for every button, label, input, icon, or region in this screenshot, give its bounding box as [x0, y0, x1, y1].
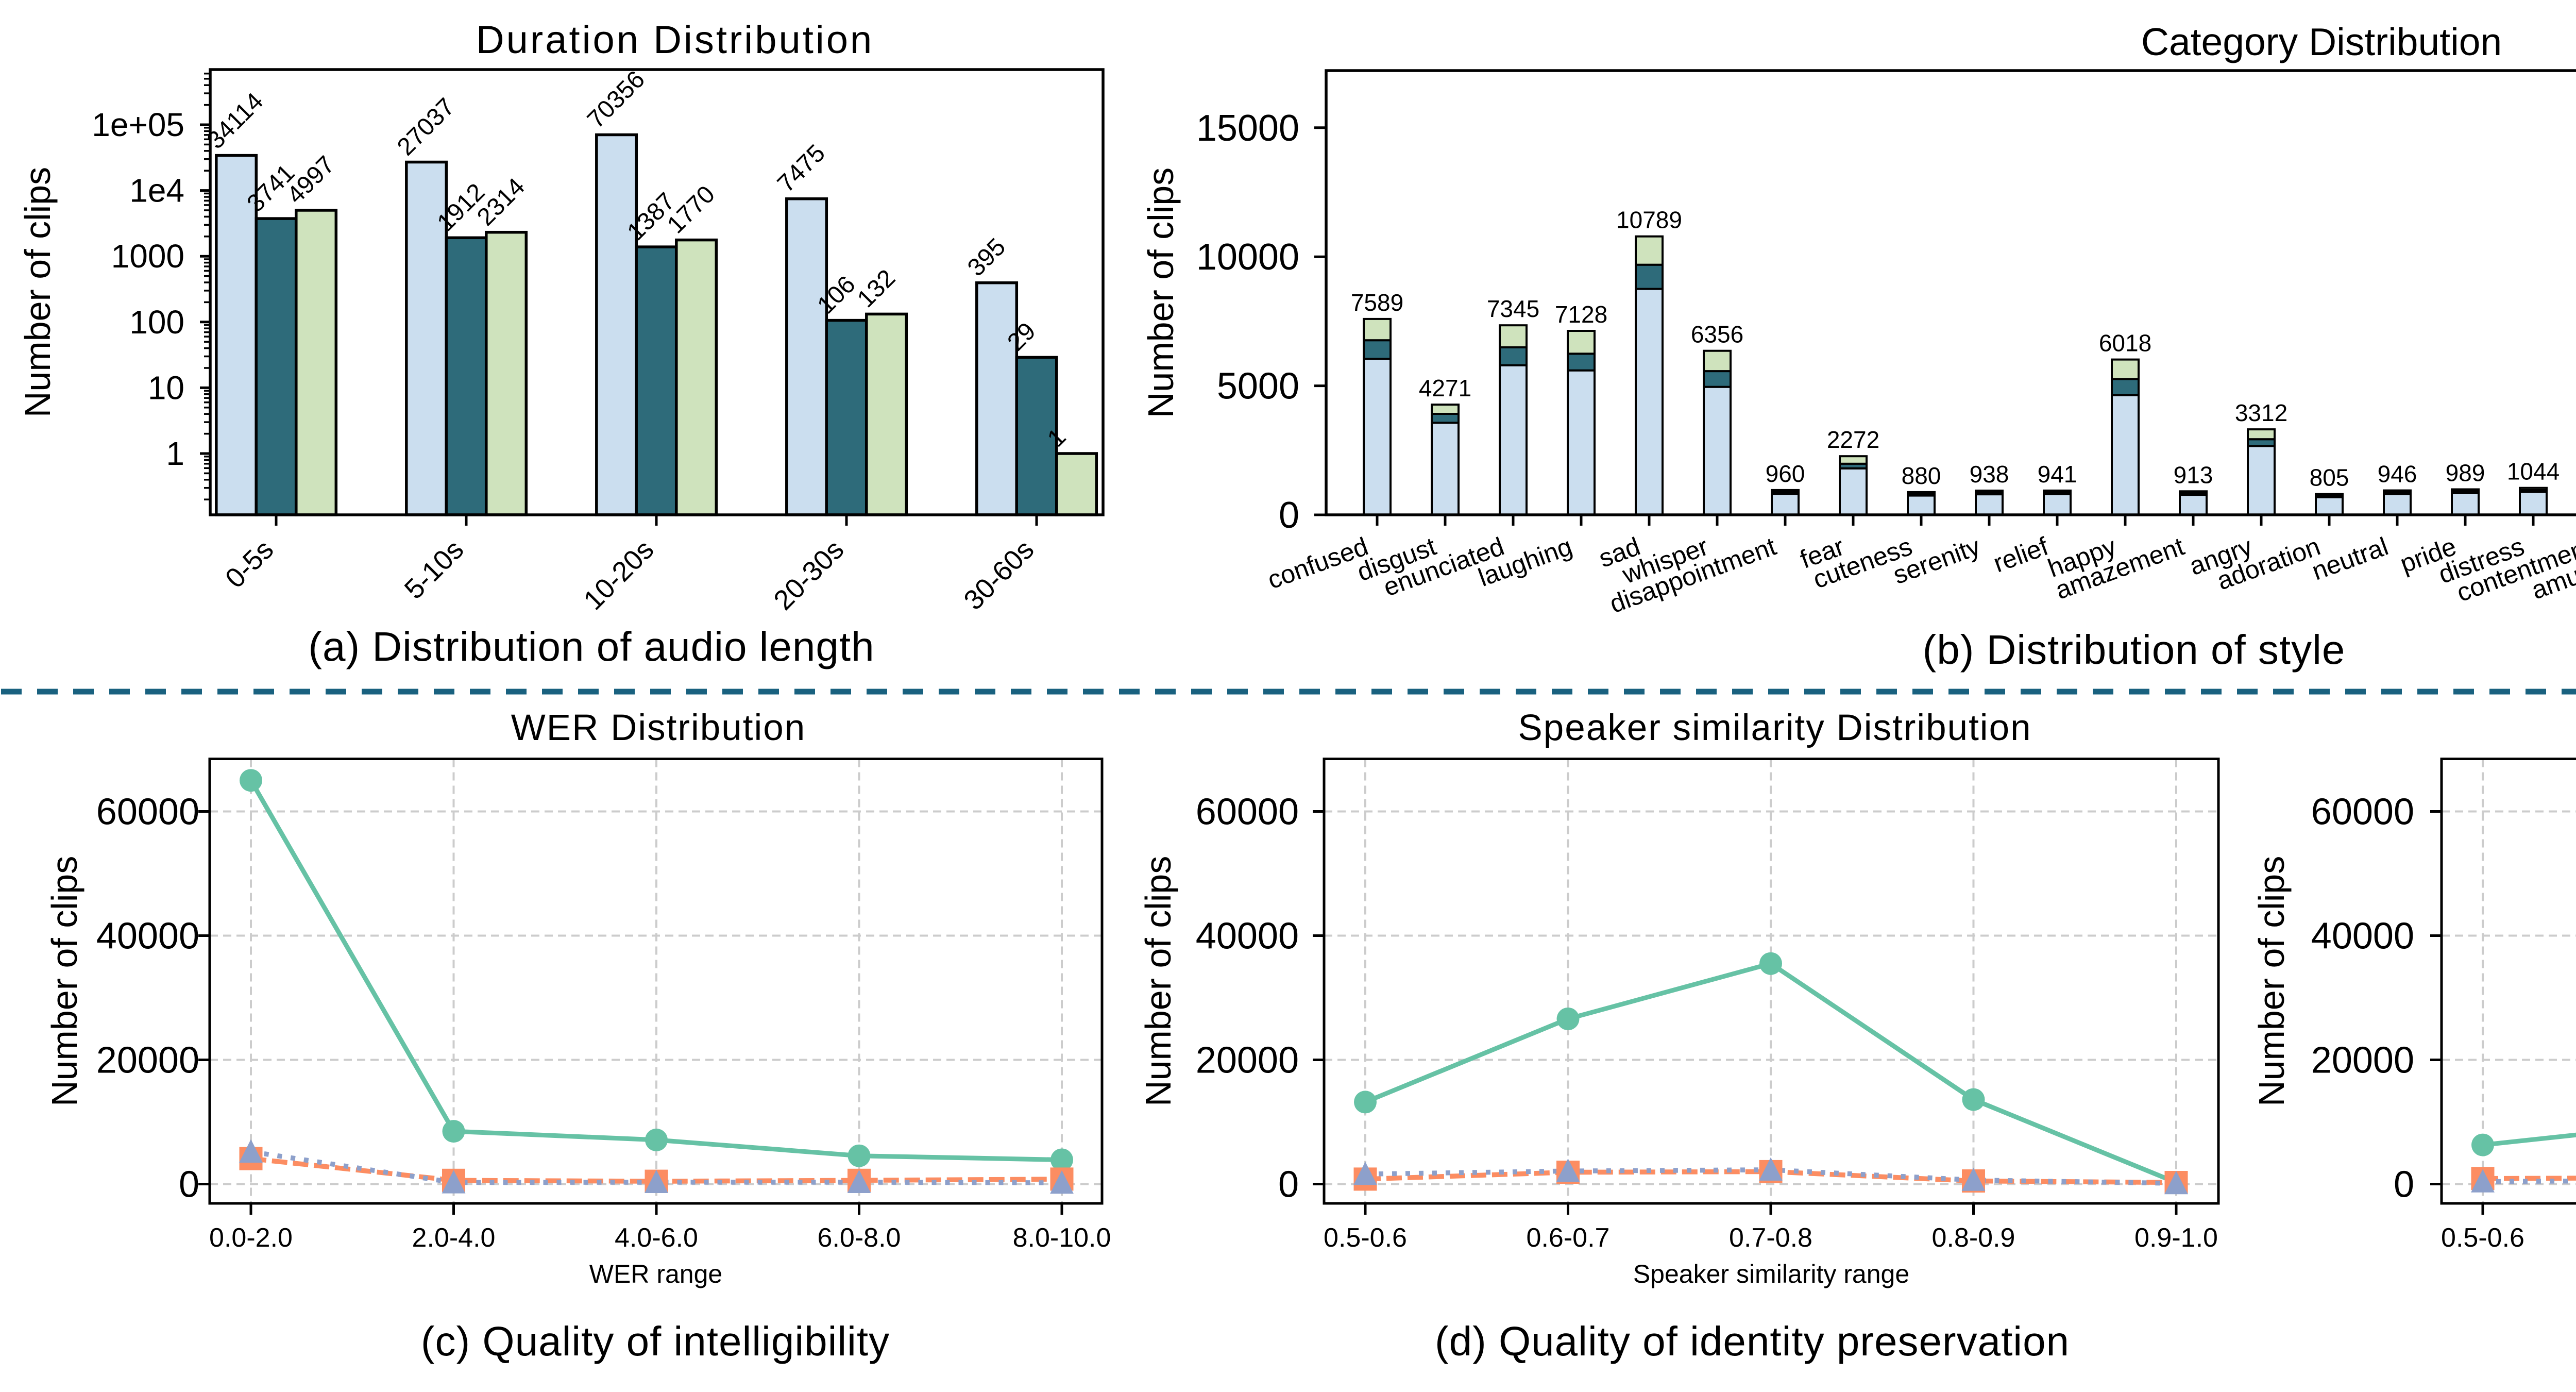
svg-text:5000: 5000 — [1217, 366, 1299, 407]
svg-text:40000: 40000 — [2311, 916, 2414, 957]
svg-text:Category Distribution: Category Distribution — [2141, 20, 2502, 63]
svg-text:0: 0 — [1279, 495, 1299, 536]
svg-text:2272: 2272 — [1827, 426, 1879, 453]
svg-text:2.0-4.0: 2.0-4.0 — [412, 1223, 496, 1253]
svg-text:15000: 15000 — [1196, 108, 1299, 149]
svg-text:960: 960 — [1766, 460, 1805, 487]
svg-text:0.7-0.8: 0.7-0.8 — [1729, 1223, 1812, 1253]
svg-text:0.8-0.9: 0.8-0.9 — [1932, 1223, 2015, 1253]
svg-text:8.0-10.0: 8.0-10.0 — [1013, 1223, 1111, 1253]
svg-text:1: 1 — [166, 435, 184, 472]
svg-text:20000: 20000 — [2311, 1040, 2414, 1081]
svg-text:(d) Quality of identity preser: (d) Quality of identity preservation — [1435, 1318, 2070, 1364]
svg-text:Number of clips: Number of clips — [18, 167, 58, 417]
svg-text:880: 880 — [1902, 462, 1941, 489]
svg-text:40000: 40000 — [1196, 916, 1299, 957]
svg-text:0.5-0.6: 0.5-0.6 — [2441, 1223, 2524, 1253]
svg-text:(a) Distribution of audio leng: (a) Distribution of audio length — [308, 624, 874, 669]
svg-text:1e4: 1e4 — [129, 172, 184, 209]
svg-text:0.9-1.0: 0.9-1.0 — [2134, 1223, 2218, 1253]
svg-text:0: 0 — [1278, 1164, 1299, 1205]
svg-text:946: 946 — [2378, 461, 2417, 488]
svg-text:4.0-6.0: 4.0-6.0 — [615, 1223, 698, 1253]
svg-text:WER range: WER range — [589, 1260, 722, 1288]
svg-text:805: 805 — [2310, 464, 2349, 491]
svg-text:0.5-0.6: 0.5-0.6 — [1324, 1223, 1407, 1253]
svg-text:0: 0 — [179, 1164, 199, 1205]
svg-text:20000: 20000 — [96, 1040, 199, 1081]
svg-text:3312: 3312 — [2235, 399, 2287, 426]
svg-text:Speaker similarity range: Speaker similarity range — [1633, 1260, 1909, 1288]
svg-text:40000: 40000 — [96, 916, 199, 957]
svg-text:WER Distribution: WER Distribution — [511, 708, 806, 748]
svg-text:100: 100 — [129, 304, 184, 341]
svg-text:0.6-0.7: 0.6-0.7 — [1527, 1223, 1610, 1253]
svg-text:10000: 10000 — [1196, 237, 1299, 278]
svg-text:Number of clips: Number of clips — [2251, 856, 2292, 1106]
svg-text:Number of clips: Number of clips — [1141, 167, 1181, 418]
svg-text:7589: 7589 — [1351, 289, 1403, 316]
svg-text:1044: 1044 — [2507, 458, 2560, 485]
svg-text:0: 0 — [2394, 1164, 2414, 1205]
svg-text:913: 913 — [2174, 461, 2213, 488]
svg-text:6.0-8.0: 6.0-8.0 — [818, 1223, 901, 1253]
svg-text:989: 989 — [2446, 460, 2485, 487]
svg-text:(b) Distribution of style: (b) Distribution of style — [1923, 627, 2346, 673]
svg-text:1000: 1000 — [111, 238, 184, 275]
svg-text:7345: 7345 — [1487, 295, 1539, 322]
svg-text:938: 938 — [1970, 461, 2009, 488]
svg-text:941: 941 — [2038, 461, 2077, 488]
svg-text:Number of clips: Number of clips — [1138, 856, 1178, 1106]
svg-text:60000: 60000 — [1196, 792, 1299, 833]
svg-text:60000: 60000 — [2311, 792, 2414, 833]
svg-text:10789: 10789 — [1616, 207, 1682, 233]
svg-text:1e+05: 1e+05 — [92, 106, 184, 143]
svg-text:6356: 6356 — [1691, 321, 1743, 348]
svg-text:20000: 20000 — [1196, 1040, 1299, 1081]
svg-text:Number of clips: Number of clips — [44, 856, 84, 1106]
svg-text:7128: 7128 — [1555, 301, 1607, 328]
svg-text:6018: 6018 — [2099, 330, 2151, 357]
svg-text:(c) Quality of intelligibility: (c) Quality of intelligibility — [421, 1318, 890, 1364]
svg-text:0.0-2.0: 0.0-2.0 — [209, 1223, 293, 1253]
svg-text:4271: 4271 — [1419, 375, 1471, 401]
svg-text:60000: 60000 — [96, 792, 199, 833]
svg-text:10: 10 — [148, 369, 184, 406]
svg-text:Duration Distribution: Duration Distribution — [476, 18, 874, 62]
svg-text:Speaker similarity Distributio: Speaker similarity Distribution — [1518, 708, 2031, 748]
